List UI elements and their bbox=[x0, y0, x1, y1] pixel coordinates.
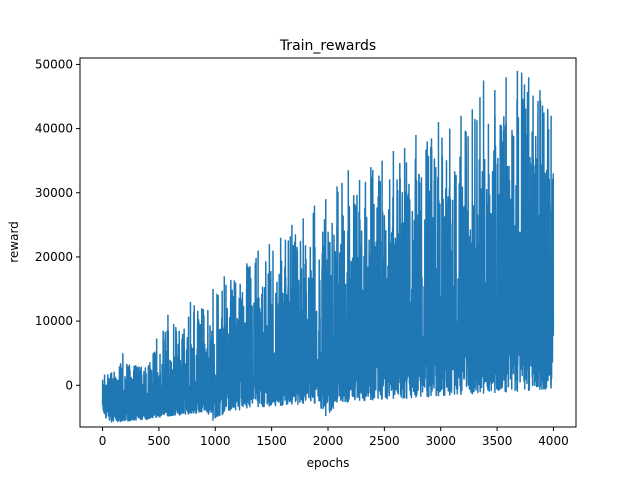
x-tick-label: 2000 bbox=[313, 434, 344, 448]
y-tick-label: 50000 bbox=[35, 57, 73, 71]
y-tick-label: 20000 bbox=[35, 250, 73, 264]
y-tick-label: 40000 bbox=[35, 122, 73, 136]
series-layer bbox=[101, 70, 555, 423]
x-tick-label: 3000 bbox=[425, 434, 456, 448]
x-tick-label: 500 bbox=[147, 434, 170, 448]
chart-title: Train_rewards bbox=[279, 38, 376, 54]
x-tick-label: 2500 bbox=[369, 434, 400, 448]
x-tick-label: 3500 bbox=[482, 434, 513, 448]
y-tick-label: 0 bbox=[65, 378, 73, 392]
y-axis: 0 10000 20000 30000 40000 50000 bbox=[35, 57, 80, 392]
x-tick-label: 4000 bbox=[538, 434, 569, 448]
x-tick-label: 0 bbox=[99, 434, 107, 448]
x-axis: 0 500 1000 1500 2000 2500 3000 3500 4000 bbox=[99, 427, 569, 448]
x-tick-label: 1000 bbox=[200, 434, 231, 448]
y-tick-label: 10000 bbox=[35, 314, 73, 328]
x-tick-label: 1500 bbox=[256, 434, 287, 448]
y-tick-label: 30000 bbox=[35, 186, 73, 200]
y-axis-label: reward bbox=[7, 221, 21, 263]
x-axis-label: epochs bbox=[307, 456, 350, 470]
reward-series-peaks bbox=[110, 70, 552, 423]
reward-series-line bbox=[101, 72, 555, 423]
